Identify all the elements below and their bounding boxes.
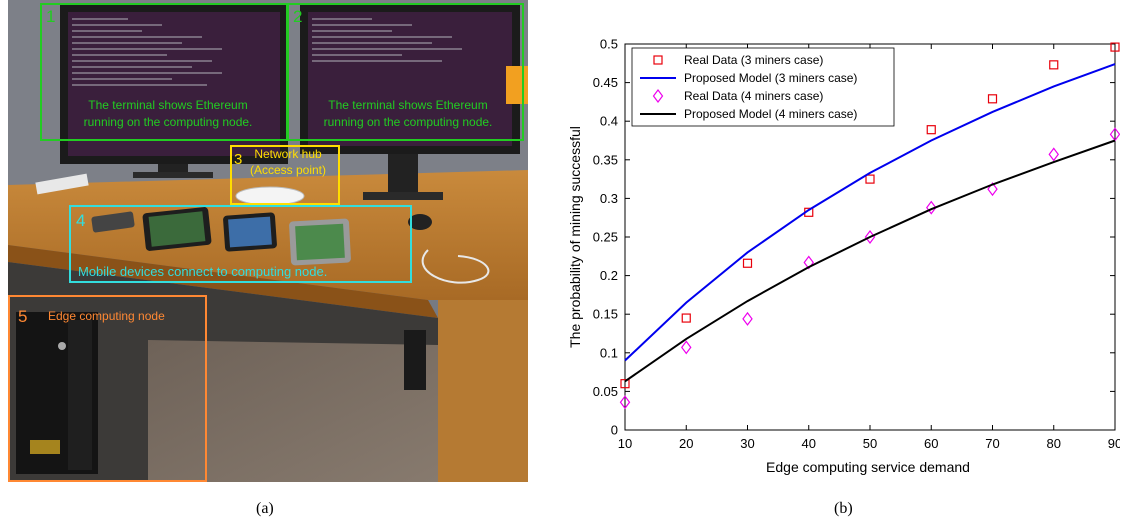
legend-label: Real Data (3 miners case)	[684, 53, 823, 67]
callout-3-number: 3	[234, 151, 242, 168]
callout-2-number: 2	[293, 7, 302, 26]
callout-4-text: Mobile devices connect to computing node…	[78, 264, 327, 279]
y-tick-label: 0.15	[593, 307, 618, 322]
y-tick-label: 0	[611, 423, 618, 438]
callout-1-number: 1	[46, 7, 55, 26]
data-point-diamond	[742, 311, 753, 326]
callout-2-text-line1: The terminal shows Ethereum	[328, 98, 487, 112]
callout-5-box	[8, 295, 207, 482]
network-hub-device	[235, 186, 305, 206]
callout-4-box	[69, 205, 412, 283]
x-tick-label: 50	[863, 436, 877, 451]
y-tick-label: 0.3	[600, 191, 618, 206]
y-tick-label: 0.05	[593, 384, 618, 399]
axes: 10 20 30 40 50 60 70 80 90 0 0.05 0.1 0.15 0.2 0.25 0.3…	[593, 37, 1120, 452]
data-point-diamond	[1048, 147, 1059, 162]
y-tick-label: 0.5	[600, 37, 618, 52]
x-tick-label: 90	[1108, 436, 1120, 451]
data-point-diamond	[803, 255, 814, 270]
legend-label: Proposed Model (4 miners case)	[684, 107, 857, 121]
callout-4-number: 4	[76, 211, 85, 230]
callout-5-number: 5	[18, 307, 27, 326]
y-axis-label: The probability of mining successful	[567, 126, 583, 348]
caption-b: (b)	[834, 500, 853, 517]
callout-3-text-line2: (Access point)	[250, 163, 326, 177]
callout-2-box	[287, 3, 524, 141]
legend-diamond-swatch	[652, 89, 664, 103]
data-point-square	[865, 174, 875, 184]
callout-3-text-line1: Network hub	[254, 147, 322, 161]
monitor-1	[60, 4, 288, 178]
x-tick-label: 10	[618, 436, 632, 451]
data-point-square	[926, 125, 936, 135]
x-tick-label: 60	[924, 436, 938, 451]
caption-a: (a)	[256, 500, 274, 517]
series-layer	[619, 42, 1120, 410]
data-point-square	[620, 379, 630, 389]
data-point-square	[1049, 60, 1059, 70]
legend: Real Data (3 miners case) Proposed Model …	[631, 47, 895, 127]
legend-square-swatch	[653, 55, 663, 65]
x-tick-label: 30	[740, 436, 754, 451]
monitor-2	[300, 4, 520, 200]
x-tick-label: 70	[985, 436, 999, 451]
y-tick-label: 0.4	[600, 114, 618, 129]
y-tick-label: 0.1	[600, 345, 618, 360]
y-tick-label: 0.25	[593, 230, 618, 245]
data-point-square	[987, 94, 998, 104]
callout-3-box	[230, 145, 340, 205]
data-point-diamond	[926, 200, 937, 215]
x-tick-label: 40	[802, 436, 816, 451]
legend-label: Proposed Model (3 miners case)	[684, 71, 857, 85]
data-point-square	[681, 313, 691, 323]
y-tick-label: 0.45	[593, 75, 618, 90]
callout-5-text: Edge computing node	[48, 309, 165, 323]
edge-computing-node	[16, 312, 98, 474]
callout-1-text-line1: The terminal shows Ethereum	[88, 98, 247, 112]
series-line-1	[624, 63, 1116, 362]
lab-setup-photo: 1 The terminal shows Ethereum running on…	[8, 0, 528, 482]
data-point-square	[742, 258, 753, 268]
data-point-diamond	[987, 182, 998, 197]
mining-probability-chart: 10 20 30 40 50 60 70 80 90 0 0.05 0.1 0.15 0.2 0.25 0.3…	[567, 37, 1120, 475]
x-tick-label: 80	[1047, 436, 1061, 451]
data-point-diamond	[681, 340, 692, 355]
mobile-devices	[91, 207, 351, 266]
data-point-diamond	[619, 395, 631, 410]
legend-label: Real Data (4 miners case)	[684, 89, 823, 103]
x-tick-label: 20	[679, 436, 693, 451]
y-tick-label: 0.2	[600, 268, 618, 283]
callout-1-text-line2: running on the computing node.	[84, 115, 253, 129]
callout-2-text-line2: running on the computing node.	[324, 115, 493, 129]
series-line-3	[624, 139, 1116, 383]
data-point-diamond	[1109, 127, 1120, 142]
x-axis-label: Edge computing service demand	[766, 459, 970, 475]
y-tick-label: 0.35	[593, 152, 618, 167]
data-point-square	[1110, 42, 1120, 52]
